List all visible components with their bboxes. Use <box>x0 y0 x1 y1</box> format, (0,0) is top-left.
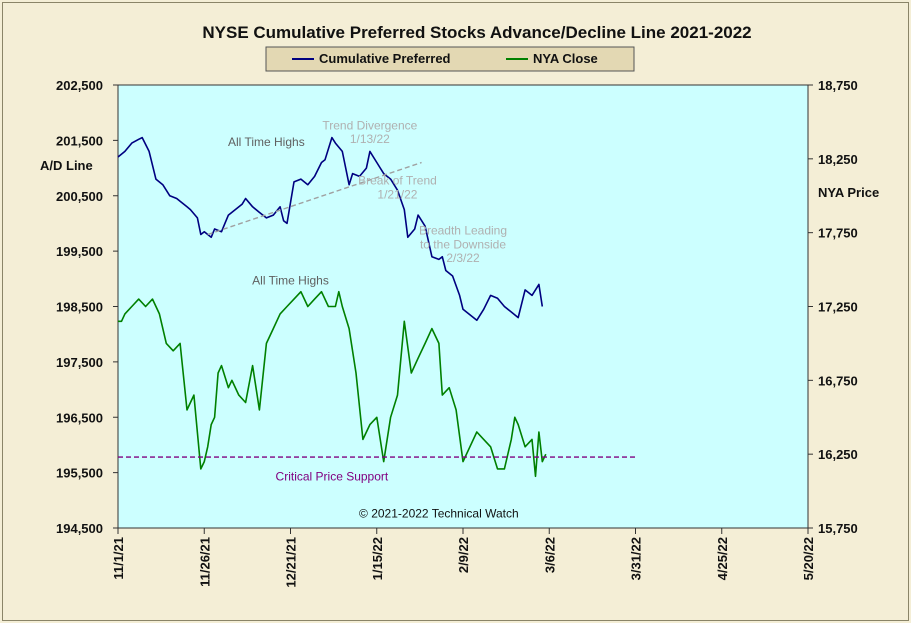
y-left-tick-label: 198,500 <box>56 300 103 315</box>
y-right-tick-label: 17,250 <box>818 300 858 315</box>
chart-annotation: © 2021-2022 Technical Watch <box>359 507 519 521</box>
y-left-tick-label: 196,500 <box>56 410 103 425</box>
chart-annotation: Breadth Leading <box>419 224 507 238</box>
x-tick-label: 2/9/22 <box>456 537 471 573</box>
y-left-tick-label: 195,500 <box>56 466 103 481</box>
y-left-tick-label: 200,500 <box>56 189 103 204</box>
legend-label-nya-close: NYA Close <box>533 51 598 66</box>
chart-annotation: Break of Trend <box>358 174 437 188</box>
y-right-tick-label: 16,250 <box>818 447 858 462</box>
y-axis-label-right: NYA Price <box>818 185 879 200</box>
y-left-tick-label: 199,500 <box>56 244 103 259</box>
series-layer <box>117 136 636 478</box>
y-right-tick-label: 16,750 <box>818 373 858 388</box>
x-tick-label: 11/26/21 <box>197 537 212 587</box>
chart-annotation: to the Downside <box>420 237 506 251</box>
x-tick-label: 3/31/22 <box>629 537 644 580</box>
x-tick-label: 1/15/22 <box>370 537 385 580</box>
legend: Cumulative Preferred NYA Close <box>265 46 635 72</box>
y-right-tick-label: 18,250 <box>818 152 858 167</box>
x-tick-label: 4/25/22 <box>715 537 730 580</box>
y-left-tick-label: 197,500 <box>56 355 103 370</box>
legend-label-cumulative-preferred: Cumulative Preferred <box>319 51 451 66</box>
y-right-tick-label: 15,750 <box>818 521 858 536</box>
chart-annotation: 1/13/22 <box>350 132 390 146</box>
chart-annotation: All Time Highs <box>252 273 329 287</box>
y-right-tick-label: 18,750 <box>818 78 858 93</box>
x-tick-label: 12/21/21 <box>284 537 299 588</box>
x-tick-label: 11/1/21 <box>111 537 126 580</box>
y-left-tick-label: 194,500 <box>56 521 103 536</box>
series-cumulative-preferred <box>117 136 544 322</box>
x-tick-label: 3/6/22 <box>542 537 557 573</box>
axis-ticks: 202,500 201,500 200,500 199,500 198,500 197,5… <box>56 78 858 588</box>
chart-annotation: 1/21/22 <box>377 188 417 202</box>
x-tick-label: 5/20/22 <box>801 537 816 580</box>
legend-box <box>265 46 635 72</box>
y-axis-label-left: A/D Line <box>40 158 93 173</box>
trend-line <box>207 161 422 236</box>
y-left-tick-label: 202,500 <box>56 78 103 93</box>
chart-annotation: 2/3/22 <box>446 251 480 265</box>
series-nya-close <box>118 290 547 478</box>
chart-annotation: Trend Divergence <box>322 118 417 132</box>
chart-annotation: All Time Highs <box>228 135 305 149</box>
chart-title: NYSE Cumulative Preferred Stocks Advance… <box>202 23 751 42</box>
chart-annotation: Critical Price Support <box>276 470 389 484</box>
y-right-tick-label: 17,750 <box>818 226 858 241</box>
y-left-tick-label: 201,500 <box>56 133 103 148</box>
